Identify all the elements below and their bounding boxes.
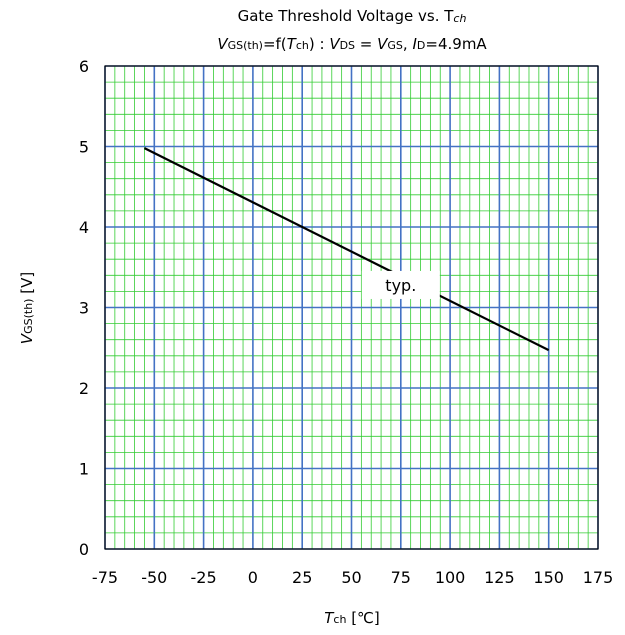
x-tick-label: 0	[248, 568, 258, 587]
x-tick-label: -75	[92, 568, 118, 587]
y-tick-label: 6	[79, 57, 89, 76]
x-tick-label: 75	[391, 568, 411, 587]
x-tick-label: 100	[435, 568, 466, 587]
annotation-label: typ.	[385, 276, 416, 295]
annotation-background	[361, 270, 440, 299]
plot-frame	[104, 65, 599, 550]
y-tick-label: 2	[79, 379, 89, 398]
y-tick-label: 4	[79, 218, 89, 237]
y-tick-label: 3	[79, 299, 89, 318]
series-group	[143, 147, 550, 352]
x-tick-label: 175	[583, 568, 614, 587]
x-tick-labels: -75 -50 -25 0 25 50 75 100 125 150 175	[92, 568, 613, 587]
x-tick-label: 50	[341, 568, 361, 587]
x-tick-label: -50	[141, 568, 167, 587]
x-tick-label: 25	[292, 568, 312, 587]
series-line	[143, 147, 550, 352]
y-tick-label: 1	[79, 460, 89, 479]
x-tick-label: -25	[191, 568, 217, 587]
major-grid	[104, 65, 599, 550]
y-tick-labels: 0 1 2 3 4 5 6	[79, 57, 89, 559]
chart-title: Gate Threshold Voltage vs. Tch	[238, 7, 467, 25]
x-tick-label: 125	[484, 568, 515, 587]
y-tick-label: 0	[79, 540, 89, 559]
x-axis-label: Tch [℃]	[324, 609, 380, 627]
x-tick-label: 150	[533, 568, 564, 587]
chart-subtitle: VGS(th)=f(Tch) : VDS = VGS, ID=4.9mA	[217, 35, 487, 53]
y-axis-label: VGS(th) [V]	[18, 272, 36, 344]
annotation: typ.	[361, 270, 440, 299]
y-tick-label: 5	[79, 138, 89, 157]
